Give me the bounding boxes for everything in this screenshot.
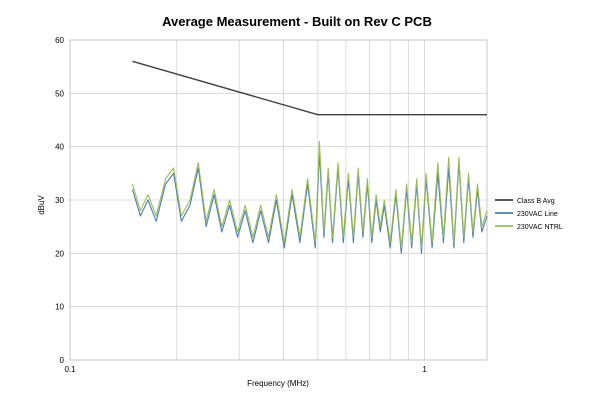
y-tick-label: 60	[55, 36, 64, 45]
legend-label: Class B Avg	[517, 198, 555, 205]
series-line-2	[131, 151, 488, 254]
legend-label: 230VAC NTRL	[517, 224, 563, 231]
y-axis-label: dBuV	[37, 195, 46, 215]
y-tick-label: 40	[55, 143, 64, 152]
y-tick-label: 30	[55, 196, 64, 205]
series-line-1	[132, 60, 487, 116]
x-tick-label: 1	[422, 365, 427, 374]
y-tick-label: 20	[55, 249, 64, 258]
y-tick-label: 50	[55, 89, 64, 98]
y-tick-label: 10	[55, 303, 64, 312]
plot-area	[69, 39, 488, 361]
series-layer	[131, 60, 488, 254]
x-axis-label: Frequency (MHz)	[247, 379, 309, 388]
legend-label: 230VAC Line	[517, 211, 558, 218]
chart-title: Average Measurement - Built on Rev C PCB	[162, 14, 432, 29]
legend: Class B Avg 230VAC Line 230VAC NTRL	[495, 198, 563, 231]
y-tick-label: 0	[60, 356, 65, 365]
axes: 0 10 20 30 40 50 60 0.1 1	[55, 36, 488, 374]
x-tick-label: 0.1	[64, 365, 76, 374]
series-line-3	[131, 140, 488, 249]
